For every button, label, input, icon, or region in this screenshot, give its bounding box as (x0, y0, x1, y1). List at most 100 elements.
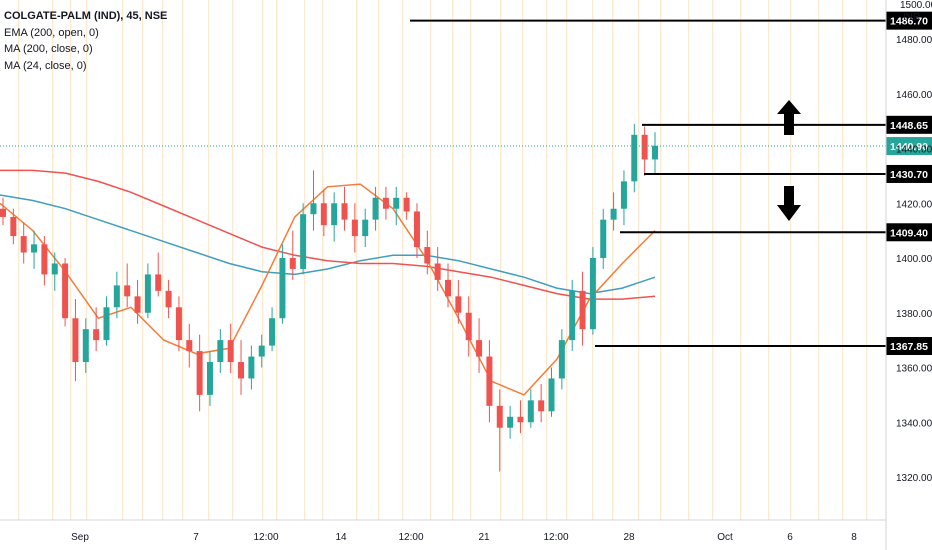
session-band (818, 0, 820, 520)
y-tick-label: 1480.00 (896, 35, 932, 46)
candle-body (227, 340, 234, 363)
x-axis: Sep 7 12:00 14 12:00 21 12:00 28 Oct 6 8 (71, 532, 857, 543)
candle-body (548, 378, 555, 412)
session-band (546, 0, 548, 520)
candle-body (134, 296, 141, 313)
candle-body (331, 203, 338, 226)
x-tick-label: 14 (335, 532, 347, 543)
candle-body (269, 318, 276, 346)
session-band (688, 0, 690, 520)
x-tick-label: 12:00 (253, 532, 278, 543)
candle-body (351, 219, 358, 237)
candle-body (610, 208, 617, 220)
candle-body (93, 329, 100, 341)
candle-body (82, 329, 89, 363)
level-badge-label: 1409.40 (890, 227, 928, 239)
level-badge-label: 1367.85 (890, 341, 928, 353)
candle-body (486, 356, 493, 406)
candle-body (41, 244, 48, 275)
session-band (660, 0, 662, 520)
session-band (566, 0, 568, 520)
candle-body (165, 290, 172, 308)
arrow-down-icon (777, 186, 801, 221)
session-band (378, 0, 380, 520)
session-band (182, 0, 184, 520)
candle-body (600, 219, 607, 258)
session-band (712, 0, 714, 520)
session-band (430, 0, 432, 520)
session-band (70, 0, 72, 520)
y-tick-label: 1340.00 (896, 418, 932, 429)
level-badge (886, 11, 932, 30)
session-band (522, 0, 524, 520)
session-band (86, 0, 88, 520)
legend-ma24: MA (24, close, 0) (4, 59, 87, 72)
y-axis: 1320.00 1340.00 1360.00 1380.00 1400.00 1420.… (896, 35, 932, 484)
candle-body (631, 134, 638, 182)
levels-layer: 1486.70 1448.65 1430.70 1409.40 1367.85 1440.… (0, 11, 932, 356)
level-badge (886, 115, 932, 134)
candle-body (155, 274, 162, 291)
candle-body (248, 356, 255, 379)
candles-layer (0, 123, 658, 472)
candle-body (175, 307, 182, 341)
candle-body (641, 134, 648, 160)
candle-body (465, 312, 472, 341)
level-badge (886, 223, 932, 242)
candle-body (569, 290, 576, 341)
arrow-up-icon (777, 100, 801, 135)
candle-body (652, 145, 658, 160)
arrows-layer (777, 100, 801, 221)
y-tick-label: 1440.00 (896, 145, 932, 156)
level-badge-label: 1430.70 (890, 169, 928, 181)
candle-body (289, 258, 296, 269)
candle-body (279, 258, 286, 319)
candle-body (62, 263, 69, 319)
candle-body (113, 285, 120, 308)
candle-body (144, 274, 151, 313)
session-band (790, 0, 792, 520)
candle-body (413, 211, 420, 248)
x-tick-label: 21 (478, 532, 490, 543)
candle-body (558, 340, 565, 379)
session-band (768, 0, 770, 520)
x-tick-label: 8 (851, 532, 857, 543)
candle-body (206, 362, 213, 395)
session-bands (18, 0, 868, 520)
session-band (142, 0, 144, 520)
x-tick-label: 6 (787, 532, 793, 543)
candle-body (445, 279, 452, 297)
indicator-line (0, 194, 656, 295)
candle-body (258, 345, 265, 357)
candle-body (455, 296, 462, 313)
current-price-badge (886, 137, 932, 156)
candle-body (589, 258, 596, 330)
x-tick-label: 12:00 (398, 532, 423, 543)
candle-body (579, 290, 586, 330)
legend-title: COLGATE-PALM (IND), 45, NSE (4, 10, 168, 22)
candle-body (20, 236, 27, 253)
x-tick-label: Sep (71, 532, 89, 543)
y-tick-label: 1400.00 (896, 254, 932, 265)
y-tick-label: 1420.00 (896, 199, 932, 210)
x-tick-label: 12:00 (543, 532, 568, 543)
session-band (638, 0, 640, 520)
legend-ma200: MA (200, close, 0) (4, 43, 93, 55)
candle-body (320, 203, 327, 226)
candle-body (507, 416, 514, 428)
legend-ema200: EMA (200, open, 0) (4, 26, 99, 39)
level-badge (886, 164, 932, 183)
candle-body (538, 400, 545, 412)
current-price-label: 1440.90 (890, 141, 928, 153)
session-band (470, 0, 472, 520)
candle-body (517, 416, 524, 423)
indicator-line (0, 169, 656, 300)
session-band (276, 0, 278, 520)
candle-body (496, 405, 503, 428)
candle-body (476, 340, 483, 357)
candle-body (186, 340, 193, 352)
x-tick-label: 7 (193, 532, 199, 543)
candle-body (300, 214, 307, 269)
